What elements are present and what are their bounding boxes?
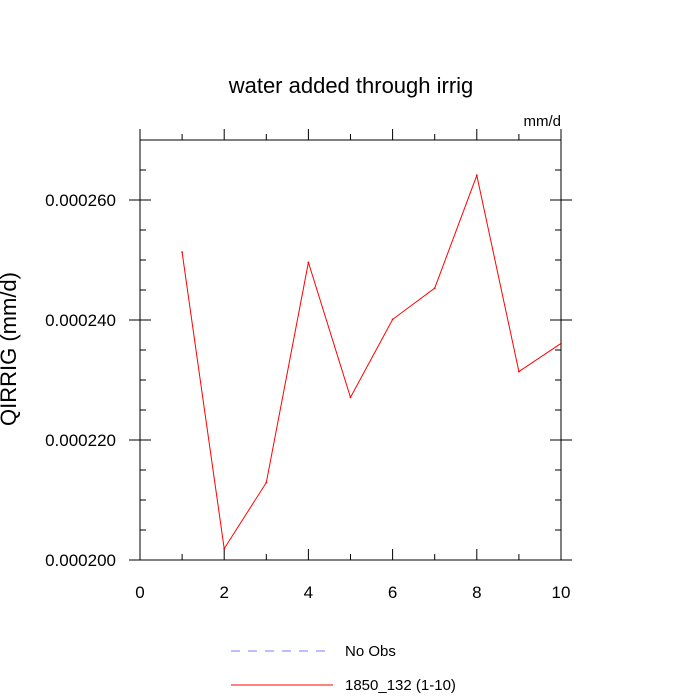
legend: No Obs 1850_132 (1-10) [231, 643, 456, 694]
data-point [560, 342, 562, 345]
plot-border [139, 139, 562, 561]
y-tick-label: 0.000220 [45, 431, 116, 450]
series-line [181, 173, 562, 551]
chart-title: water added through irrig [228, 73, 474, 98]
data-point [181, 251, 184, 254]
x-tick-label: 10 [552, 583, 571, 602]
y-tick-label: 0.000240 [45, 311, 116, 330]
data-point [391, 318, 394, 321]
x-tick-label: 0 [135, 583, 144, 602]
data-point [223, 547, 226, 550]
data-point [349, 396, 352, 399]
legend-label: 1850_132 (1-10) [345, 677, 456, 694]
data-point [475, 174, 478, 177]
axis-tick-labels: 0 2 4 6 8 10 0.000200 0.000220 0.000240 0.000260 [45, 191, 570, 602]
data-point [307, 261, 310, 264]
y-tick-label: 0.000260 [45, 191, 116, 210]
y-axis-label: QIRRIG (mm/d) [0, 272, 21, 426]
axis-ticks [129, 129, 572, 561]
x-tick-label: 2 [219, 583, 228, 602]
x-tick-label: 8 [472, 583, 481, 602]
series-layer [181, 173, 562, 551]
x-tick-label: 4 [304, 583, 313, 602]
units-label: mm/d [524, 113, 562, 130]
plot-frame [139, 139, 562, 561]
data-point [265, 481, 268, 484]
y-tick-label: 0.000200 [45, 551, 116, 570]
legend-label: No Obs [345, 643, 396, 660]
x-tick-label: 6 [388, 583, 397, 602]
data-point [518, 370, 520, 373]
data-point [433, 287, 436, 290]
